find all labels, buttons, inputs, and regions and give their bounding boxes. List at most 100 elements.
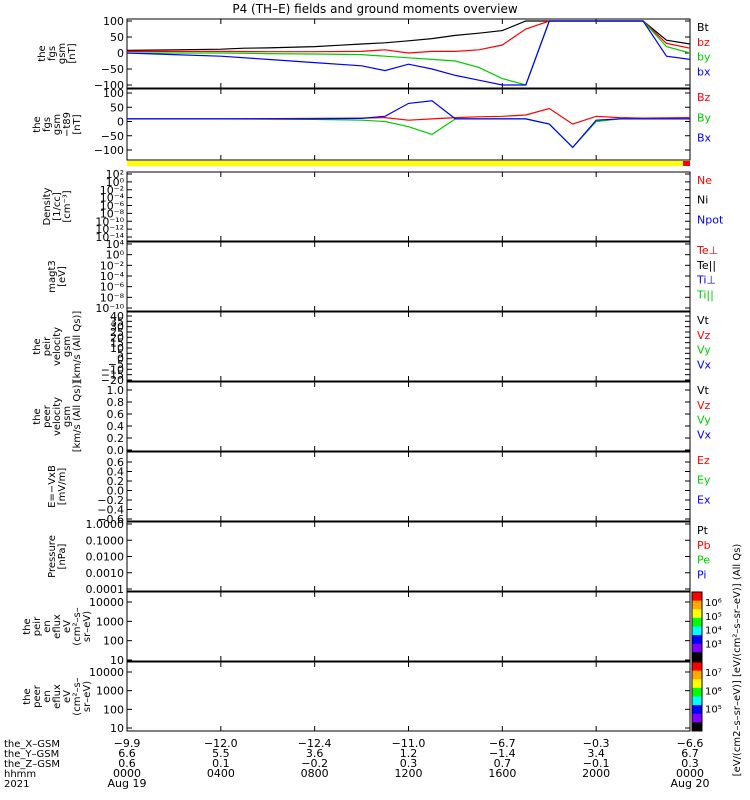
y-tick-label: 35: [110, 315, 124, 328]
x-row-value: 1.2: [400, 747, 418, 760]
y-axis-label: Density: [42, 187, 53, 225]
legend-entry: Vt: [697, 384, 710, 397]
y-axis-label: [nT]: [67, 43, 78, 63]
y-axis-label: [cm⁻³]: [62, 190, 73, 222]
legend-entry: Vy: [697, 414, 711, 427]
y-axis-label: fgs: [42, 117, 53, 132]
y-tick-label: 50: [110, 101, 124, 114]
colorbar-segment: [692, 662, 702, 672]
y-tick-label: 10⁻¹²: [95, 223, 124, 236]
colorbar-segment: [692, 635, 702, 645]
y-axis-label: en: [42, 620, 53, 633]
chart-title: P4 (TH–E) fields and ground moments over…: [232, 2, 517, 16]
y-axis-label: −t89: [62, 112, 73, 137]
y-tick-label: 30: [110, 321, 124, 334]
colorbar-segment: [692, 643, 702, 653]
y-axis-label: gsm: [62, 406, 73, 427]
y-axis-label: eV: [62, 690, 73, 703]
series-line: [126, 20, 691, 51]
colorbar-label: 10⁵: [705, 705, 722, 716]
legend-entry: By: [697, 111, 712, 124]
y-axis-label: (cm²–s–: [72, 607, 83, 645]
y-axis-label: the: [32, 408, 43, 424]
y-tick-label: 10⁻⁶: [100, 200, 125, 213]
y-tick-label: −15: [101, 369, 124, 382]
x-row-value: 0000: [113, 767, 141, 780]
x-row-value: 5.5: [212, 747, 230, 760]
colorbar-title: [eV/(cm2–s–sr–eV)] [eV/(cm²–s–sr–eV)] (A…: [732, 544, 743, 777]
legend-entry: Bx: [697, 132, 712, 145]
y-tick-label: 10: [110, 722, 124, 735]
y-tick-label: 10⁻⁸: [100, 207, 125, 220]
y-tick-label: 0.2: [107, 432, 125, 445]
y-tick-label: 0: [117, 353, 124, 366]
y-tick-label: 1.0000: [86, 518, 125, 531]
colorbar-label: 10⁵: [705, 612, 722, 623]
y-axis-label: [mV/m]: [57, 468, 68, 506]
series-line: [127, 118, 690, 149]
x-row-value: −0.1: [583, 757, 610, 770]
y-tick-label: 10²: [106, 168, 124, 181]
legend-entry: Ti⊥: [696, 274, 716, 287]
x-row-value: 3.6: [306, 747, 324, 760]
y-tick-label: 15: [110, 337, 124, 350]
y-tick-label: 10⁻⁶: [100, 281, 125, 294]
y-tick-label: 0.0100: [86, 551, 125, 564]
y-tick-label: 10⁴: [106, 238, 125, 251]
x-row-label: the_X–GSM: [4, 739, 60, 750]
y-axis-label: sr–eV): [82, 611, 93, 642]
x-row-value: 0.1: [212, 757, 230, 770]
y-tick-label: 10⁻²: [100, 259, 124, 272]
y-axis-label: velocity: [52, 327, 63, 366]
x-row-label: the_Y–GSM: [4, 749, 59, 760]
y-axis-label: [1/cc]: [52, 192, 63, 221]
x-row-value: −1.4: [489, 747, 516, 760]
y-axis-label: the: [32, 116, 43, 132]
y-tick-label: 0: [117, 47, 124, 60]
y-tick-label: 10⁻⁴: [100, 270, 125, 283]
colorbar-segment: [692, 696, 702, 706]
colorbar-label: 10⁷: [705, 668, 722, 679]
y-tick-label: 100: [103, 15, 124, 28]
y-axis-label: E=−VxB: [47, 465, 58, 508]
x-row-value: −9.9: [114, 737, 141, 750]
y-tick-label: 10⁻⁴: [100, 192, 125, 205]
status-bar-end: [683, 161, 690, 166]
y-axis-label: sr–eV): [82, 681, 93, 712]
status-bar: [127, 161, 690, 166]
y-tick-label: 10⁻¹⁰: [95, 302, 124, 315]
x-row-value: −11.0: [392, 737, 426, 750]
y-tick-label: −100: [94, 79, 124, 92]
colorbar-segment: [692, 679, 702, 689]
colorbar-label: 10⁴: [705, 626, 722, 637]
y-tick-label: 10⁻¹⁴: [95, 231, 124, 244]
y-tick-label: 0.4: [107, 420, 125, 433]
x-row-value: 1200: [395, 767, 423, 780]
y-tick-label: 0.8: [107, 396, 125, 409]
colorbar-label: 10⁶: [705, 686, 722, 697]
legend-entry: Pi: [697, 568, 706, 581]
y-tick-label: 10: [110, 342, 124, 355]
y-axis-label: gsm: [57, 43, 68, 64]
legend-entry: Pe: [697, 554, 710, 567]
legend-entry: Vy: [697, 344, 711, 357]
x-row-value: −12.0: [204, 737, 238, 750]
y-axis-label: peer: [32, 684, 43, 708]
y-axis-label: Pressure: [47, 535, 58, 578]
y-tick-label: 10⁰: [106, 249, 125, 262]
x-row-value: 6.7: [681, 747, 699, 760]
y-tick-label: 0.6: [107, 456, 125, 469]
colorbar-segment: [692, 600, 702, 610]
y-tick-label: −0.4: [97, 504, 124, 517]
y-tick-label: 1000: [96, 615, 124, 628]
y-tick-label: 10: [110, 654, 124, 667]
y-tick-label: 0.4: [107, 466, 125, 479]
y-tick-label: −0.6: [97, 513, 124, 526]
x-row-label: the_Z–GSM: [4, 759, 60, 770]
panel-frame: [126, 381, 691, 452]
y-axis-label: gsm: [62, 336, 73, 357]
colorbar-segment: [692, 652, 702, 662]
legend-entry: bx: [697, 65, 711, 78]
year-label: 2021: [4, 779, 29, 790]
x-row-value: 2000: [582, 767, 610, 780]
